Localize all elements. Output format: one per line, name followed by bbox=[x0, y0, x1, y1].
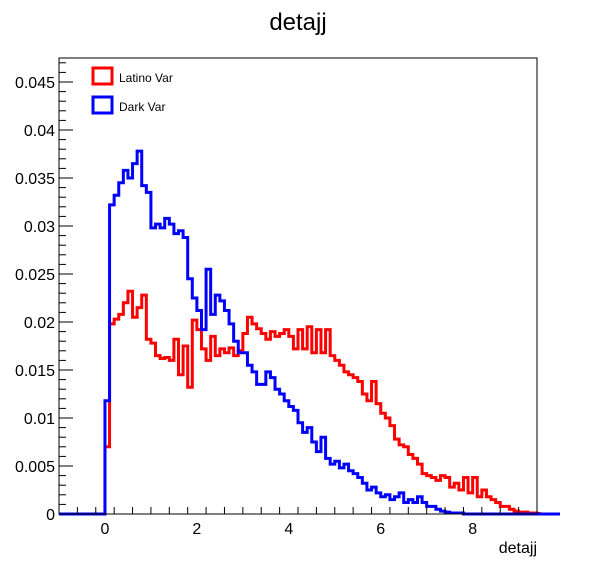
y-tick-label: 0.02 bbox=[24, 315, 55, 332]
series-line-latino-var bbox=[59, 289, 560, 516]
y-tick-label: 0 bbox=[46, 507, 55, 524]
y-tick-label: 0.04 bbox=[24, 123, 55, 140]
y-tick-label: 0.015 bbox=[15, 363, 55, 380]
x-tick-label: 0 bbox=[101, 521, 110, 538]
x-tick-label: 2 bbox=[192, 521, 201, 538]
y-tick-label: 0.01 bbox=[24, 411, 55, 428]
legend: Latino Var Dark Var bbox=[91, 66, 173, 115]
x-tick-label: 4 bbox=[284, 521, 293, 538]
y-tick-label: 0.045 bbox=[15, 75, 55, 92]
y-tick-label: 0.035 bbox=[15, 171, 55, 188]
y-tick-label: 0.025 bbox=[15, 267, 55, 284]
y-tick-label: 0.005 bbox=[15, 459, 55, 476]
legend-label-dark-var: Dark Var bbox=[119, 100, 165, 114]
legend-swatch-dark-var bbox=[91, 95, 114, 115]
x-tick-label: 6 bbox=[376, 521, 385, 538]
x-axis-label: detajj bbox=[499, 540, 537, 557]
chart-title: detajj bbox=[269, 9, 326, 36]
series-layer bbox=[59, 149, 560, 516]
legend-label-latino-var: Latino Var bbox=[119, 71, 173, 85]
y-tick-label: 0.03 bbox=[24, 219, 55, 236]
series-line-dark-var bbox=[59, 149, 560, 516]
legend-swatch-latino-var bbox=[91, 66, 114, 86]
axis-layer: 0 2 4 6 8 0 0.005 0.01 0.015 0.02 0.025 0.03 0.035 0.… bbox=[15, 62, 538, 538]
x-tick-label: 8 bbox=[468, 521, 477, 538]
